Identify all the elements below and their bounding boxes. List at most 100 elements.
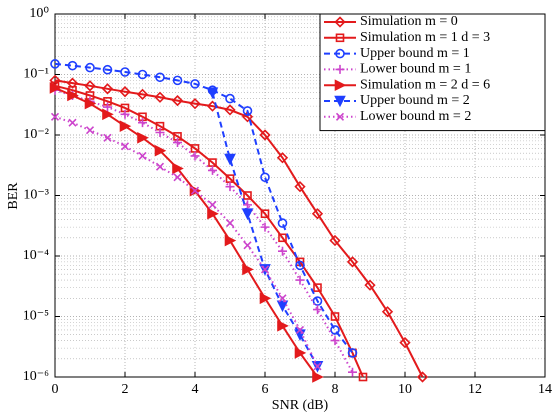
marker — [103, 102, 112, 112]
series-line — [54, 89, 354, 373]
y-axis-label: BER — [6, 182, 21, 210]
marker — [225, 182, 235, 192]
series-line — [54, 62, 354, 354]
marker — [330, 336, 340, 346]
marker — [330, 312, 340, 321]
y-tick-label: 10⁻⁴ — [23, 248, 49, 263]
marker — [259, 129, 271, 141]
marker — [312, 371, 324, 383]
marker — [120, 142, 130, 151]
marker — [85, 62, 95, 73]
marker — [241, 111, 254, 123]
marker — [136, 88, 149, 100]
marker — [313, 362, 322, 371]
x-tick-label: 10 — [398, 382, 412, 397]
marker — [137, 69, 148, 80]
x-tick-label: 4 — [192, 382, 199, 397]
marker — [67, 60, 78, 71]
marker — [416, 371, 429, 383]
marker — [68, 118, 77, 127]
y-tick-label: 10⁻² — [23, 127, 49, 142]
y-tick-label: 10⁰ — [29, 6, 49, 21]
marker — [206, 87, 219, 100]
marker — [243, 241, 252, 250]
marker — [224, 234, 237, 247]
series-line — [54, 79, 424, 378]
marker — [260, 172, 270, 183]
marker — [294, 347, 307, 359]
marker — [276, 152, 289, 164]
x-tick-label: 8 — [332, 382, 339, 397]
legend-label: Simulation m = 1 d = 3 — [360, 30, 490, 45]
marker — [260, 222, 270, 232]
marker — [138, 118, 147, 128]
marker — [335, 112, 345, 121]
series-line — [54, 84, 364, 378]
marker — [172, 162, 184, 175]
marker — [207, 207, 219, 220]
marker — [330, 325, 340, 335]
marker — [171, 94, 184, 107]
marker — [295, 275, 305, 285]
marker — [295, 260, 305, 271]
marker — [334, 16, 346, 28]
marker — [66, 77, 79, 89]
marker — [189, 97, 201, 110]
marker — [102, 108, 114, 121]
marker — [208, 200, 217, 209]
marker — [294, 181, 306, 193]
marker — [173, 138, 182, 148]
marker — [335, 48, 345, 59]
marker — [85, 126, 95, 135]
y-tick-label: 10⁻³ — [23, 188, 49, 203]
legend-label: Simulation m = 2 d = 6 — [360, 77, 490, 92]
marker — [313, 305, 322, 315]
marker — [155, 127, 165, 137]
marker — [120, 109, 130, 119]
marker — [225, 219, 235, 228]
marker — [103, 133, 112, 142]
marker — [260, 265, 270, 274]
marker — [348, 367, 357, 377]
marker — [276, 300, 289, 313]
marker — [358, 372, 368, 382]
legend-label: Upper bound m = 2 — [360, 93, 470, 108]
marker — [329, 234, 341, 247]
marker — [295, 325, 305, 334]
marker — [364, 279, 376, 291]
legend-box — [319, 13, 546, 132]
marker — [190, 186, 200, 195]
legend-label: Lower bound m = 1 — [360, 62, 471, 77]
marker — [277, 320, 289, 332]
marker — [243, 200, 252, 210]
legend-label: Upper bound m = 1 — [360, 46, 470, 61]
marker — [312, 296, 323, 306]
marker — [334, 79, 347, 91]
marker — [381, 306, 394, 318]
marker — [50, 112, 60, 121]
marker — [334, 95, 346, 108]
legend-label: Simulation m = 0 — [360, 14, 458, 29]
marker — [49, 82, 62, 94]
x-axis-label: SNR (dB) — [272, 398, 329, 413]
x-tick-label: 14 — [538, 382, 552, 397]
marker — [67, 89, 79, 102]
marker — [313, 283, 322, 292]
marker — [399, 336, 411, 349]
marker — [119, 86, 131, 98]
marker — [242, 263, 254, 276]
marker — [347, 348, 358, 358]
marker — [335, 64, 345, 74]
marker — [335, 33, 345, 43]
legend-label: Lower bound m = 2 — [360, 109, 471, 124]
marker — [241, 208, 254, 221]
marker — [225, 93, 235, 104]
plot-frame — [54, 13, 546, 378]
marker — [155, 162, 165, 171]
marker — [120, 67, 130, 77]
marker — [119, 120, 132, 132]
marker — [243, 191, 252, 200]
marker — [50, 59, 60, 69]
